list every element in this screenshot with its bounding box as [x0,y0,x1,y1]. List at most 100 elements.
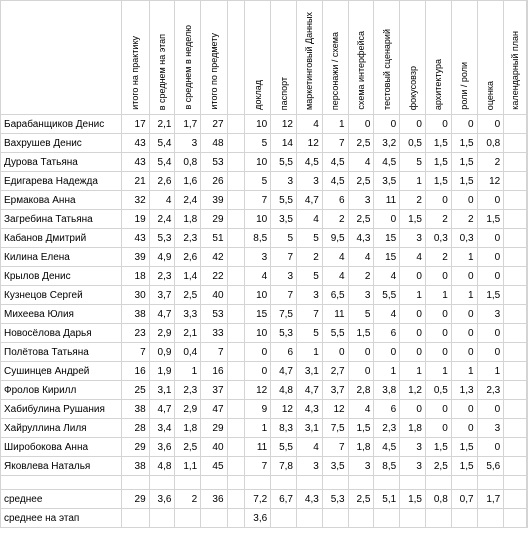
grade-cell[interactable]: 0 [399,323,426,343]
grade-cell[interactable]: 1 [296,342,323,362]
grade-cell[interactable]: 29 [200,418,228,438]
empty-cell[interactable] [174,475,202,490]
grade-cell[interactable]: 4 [321,247,349,267]
grade-cell[interactable] [226,247,246,267]
empty-cell[interactable] [296,475,323,490]
grade-cell[interactable]: 0,4 [174,342,202,362]
grade-cell[interactable]: 9 [244,399,272,419]
grade-cell[interactable]: 6 [373,323,401,343]
grade-cell[interactable]: 0 [476,190,505,210]
grade-cell[interactable]: 4,5 [321,171,349,191]
grade-cell[interactable]: 1,2 [399,380,426,400]
grade-cell[interactable]: 3 [399,437,426,457]
grade-cell[interactable]: 2,5 [347,171,375,191]
grade-cell[interactable]: 7,5 [321,418,349,438]
empty-cell[interactable] [526,380,528,400]
grade-cell[interactable]: 39 [120,247,150,267]
grade-cell[interactable]: 0 [450,304,478,324]
empty-cell[interactable] [476,475,505,490]
grade-cell[interactable]: 1 [424,361,452,381]
grade-cell[interactable]: 0 [450,266,478,286]
empty-cell[interactable] [450,475,478,490]
student-name[interactable]: Вахрушев Денис [0,133,122,153]
empty-cell[interactable] [526,342,528,362]
grade-cell[interactable]: 0,5 [424,380,452,400]
column-header[interactable]: роли / роли [450,0,478,115]
grade-cell[interactable] [296,508,323,528]
grade-cell[interactable]: 6,5 [321,285,349,305]
grade-cell[interactable]: 25 [120,380,150,400]
grade-cell[interactable]: 4,8 [148,456,176,476]
grade-cell[interactable]: 43 [120,228,150,248]
grade-cell[interactable]: 6 [321,190,349,210]
grade-cell[interactable]: 2,6 [148,171,176,191]
column-header[interactable]: паспорт [270,0,297,115]
grade-cell[interactable]: 4,5 [373,152,401,172]
empty-cell[interactable] [503,209,527,229]
grade-cell[interactable]: 1,8 [347,437,375,457]
student-name[interactable]: Дурова Татьяна [0,152,122,172]
grade-cell[interactable]: 1,5 [450,456,478,476]
empty-cell[interactable] [503,508,527,528]
empty-cell[interactable] [399,475,426,490]
grade-cell[interactable]: 8,5 [244,228,272,248]
grade-cell[interactable]: 5 [296,323,323,343]
empty-cell[interactable] [226,475,246,490]
grade-cell[interactable]: 2,5 [424,456,452,476]
grade-cell[interactable]: 0 [399,304,426,324]
grade-cell[interactable]: 43 [120,133,150,153]
grade-cell[interactable]: 0 [476,342,505,362]
grade-cell[interactable]: 1,6 [174,171,202,191]
grade-cell[interactable] [476,508,505,528]
grade-cell[interactable]: 1,8 [174,209,202,229]
grade-cell[interactable]: 0,7 [450,489,478,509]
grade-cell[interactable]: 3 [270,266,297,286]
column-header[interactable]: плюс [526,0,528,115]
grade-cell[interactable]: 1 [399,361,426,381]
student-name[interactable]: Новосёлова Дарья [0,323,122,343]
grade-cell[interactable]: 5,4 [148,133,176,153]
empty-cell[interactable] [526,418,528,438]
column-header[interactable]: в среднем в неделю [174,0,202,115]
grade-cell[interactable]: 8,3 [270,418,297,438]
grade-cell[interactable]: 4,7 [148,399,176,419]
empty-cell[interactable] [321,475,349,490]
grade-cell[interactable] [226,418,246,438]
grade-cell[interactable]: 7 [244,456,272,476]
empty-cell[interactable] [503,228,527,248]
grade-cell[interactable]: 33 [200,323,228,343]
grade-cell[interactable]: 4 [148,190,176,210]
grade-cell[interactable] [226,437,246,457]
grade-cell[interactable]: 0 [424,418,452,438]
grade-cell[interactable]: 14 [270,133,297,153]
grade-cell[interactable]: 10 [244,323,272,343]
grade-cell[interactable]: 5,3 [321,489,349,509]
grade-cell[interactable]: 0,8 [476,133,505,153]
grade-cell[interactable]: 7 [244,190,272,210]
empty-cell[interactable] [526,190,528,210]
grade-cell[interactable] [226,133,246,153]
grade-cell[interactable]: 7 [270,285,297,305]
grade-cell[interactable]: 12 [270,114,297,134]
grade-cell[interactable]: 6,7 [270,489,297,509]
empty-cell[interactable] [503,489,527,509]
grade-cell[interactable] [226,152,246,172]
grade-cell[interactable]: 4 [296,209,323,229]
grade-cell[interactable]: 6 [373,399,401,419]
grade-cell[interactable]: 15 [244,304,272,324]
grade-cell[interactable]: 1,5 [476,285,505,305]
empty-cell[interactable] [503,171,527,191]
grade-cell[interactable]: 32 [120,190,150,210]
grade-cell[interactable]: 2,5 [347,133,375,153]
grade-cell[interactable]: 10 [244,209,272,229]
grade-cell[interactable]: 1,8 [399,418,426,438]
grade-cell[interactable]: 3,6 [244,508,272,528]
grade-cell[interactable]: 0 [476,399,505,419]
student-name[interactable]: Полётова Татьяна [0,342,122,362]
grade-cell[interactable]: 3,7 [321,380,349,400]
grade-cell[interactable]: 3,6 [148,437,176,457]
grade-cell[interactable]: 11 [321,304,349,324]
empty-cell[interactable] [526,399,528,419]
grade-cell[interactable]: 26 [200,171,228,191]
grade-cell[interactable]: 10 [244,285,272,305]
